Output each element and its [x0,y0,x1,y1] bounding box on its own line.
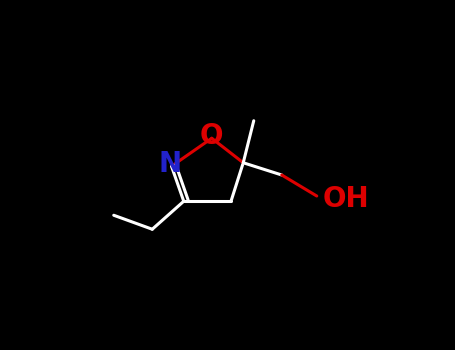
Text: OH: OH [323,185,369,213]
Text: O: O [200,122,223,150]
Text: N: N [158,150,181,178]
